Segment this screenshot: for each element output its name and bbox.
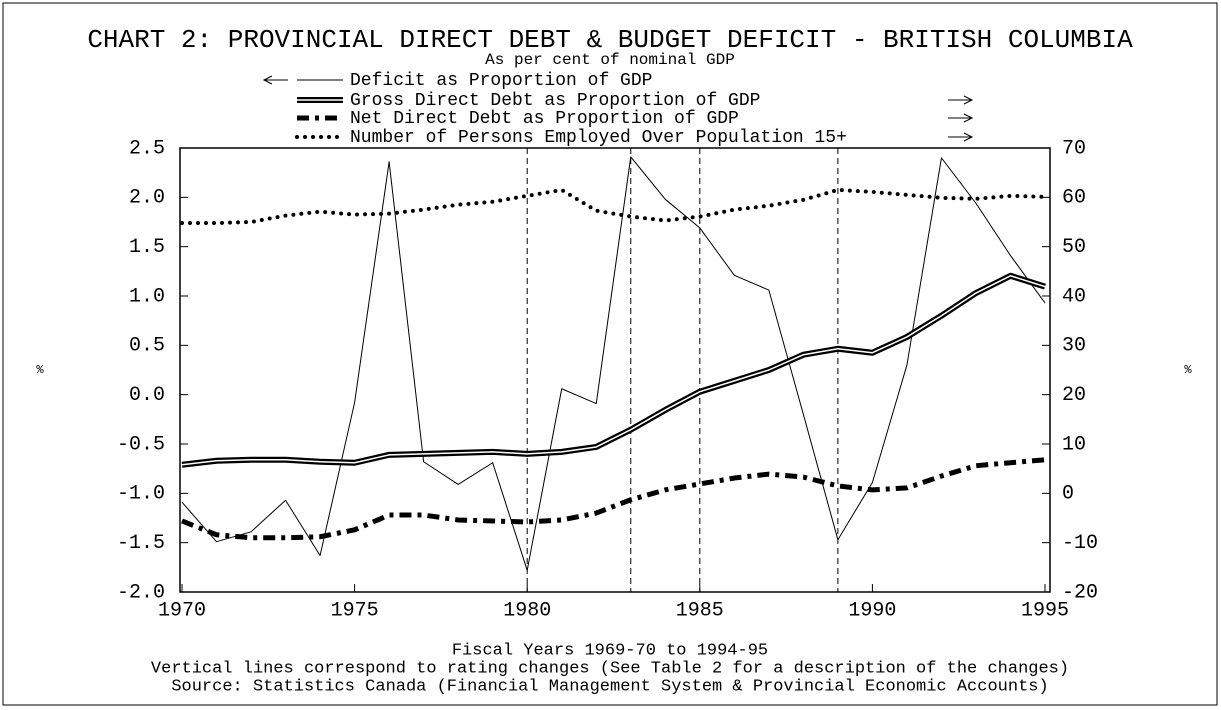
line-highlight [181,275,1046,466]
series-line [181,272,1046,468]
y2-tick-label: 20 [1062,384,1086,407]
y2-tick-label: 10 [1062,433,1086,456]
x-tick-label: 1980 [503,599,551,622]
legend-axis-arrow [948,132,974,142]
y-tick-label: 0.0 [129,384,165,407]
y2-tick-label: 50 [1062,236,1086,259]
legend-label: Net Direct Debt as Proportion of GDP [350,109,739,129]
y2-tick-label: 40 [1062,285,1086,308]
y2-axis-label: % [1184,363,1192,377]
series-line [180,187,1047,225]
x-tick-label: 1995 [1021,599,1069,622]
x-axis-label: Fiscal Years 1969-70 to 1994-95 [452,641,768,660]
note: Vertical lines correspond to rating chan… [151,659,1069,678]
plot-frame [179,147,1051,593]
legend-axis-arrow [948,95,974,105]
legend-label: Deficit as Proportion of GDP [350,71,652,91]
series-line [181,457,1046,541]
y-tick-label: -1.5 [117,532,165,555]
note: Source: Statistics Canada (Financial Man… [171,677,1048,696]
y-tick-label: 2.0 [129,187,165,210]
y-tick-label: 1.5 [129,236,165,259]
legend-axis-arrow [948,113,974,123]
y-tick-label: 0.5 [129,335,165,358]
y2-tick-label: -20 [1062,581,1098,604]
x-tick-label: 1970 [158,599,206,622]
y2-tick-label: 30 [1062,335,1086,358]
x-tick-label: 1985 [676,599,724,622]
legend-label: Gross Direct Debt as Proportion of GDP [350,91,760,111]
chart-title: CHART 2: PROVINCIAL DIRECT DEBT & BUDGET… [87,25,1133,55]
series-line [181,156,1046,571]
y-tick-label: 1.0 [129,285,165,308]
y2-tick-label: 60 [1062,187,1086,210]
x-tick-label: 1990 [848,599,896,622]
legend-axis-arrow [262,75,288,85]
legend-label: Number of Persons Employed Over Populati… [350,128,847,148]
y-tick-label: -0.5 [117,433,165,456]
y2-tick-label: -10 [1062,532,1098,555]
y-axis-label: % [36,363,44,377]
y-tick-label: 2.5 [129,137,165,160]
y-tick-label: -1.0 [117,483,165,506]
chart-subtitle: As per cent of nominal GDP [485,51,735,69]
y2-tick-label: 0 [1062,483,1074,506]
x-tick-label: 1975 [331,599,379,622]
y-tick-label: -2.0 [117,581,165,604]
y2-tick-label: 70 [1062,137,1086,160]
